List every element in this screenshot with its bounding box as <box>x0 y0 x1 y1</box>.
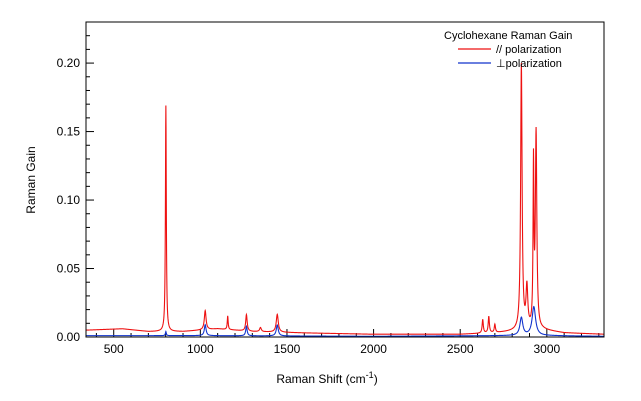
series-parallel-polarization <box>85 63 604 335</box>
x-tick-label: 1500 <box>274 342 301 356</box>
legend: Cyclohexane Raman Gain // polarization ⊥… <box>444 30 572 70</box>
x-tick-label: 500 <box>104 342 124 356</box>
x-tick-label: 1000 <box>187 342 214 356</box>
y-tick-label: 0.10 <box>57 193 81 207</box>
plot-frame <box>85 21 605 338</box>
y-tick-label: 0.20 <box>57 56 81 70</box>
series-layer <box>85 63 604 337</box>
x-axis-title-tail: ) <box>374 372 378 386</box>
y-tick-label: 0.05 <box>57 262 81 276</box>
legend-label-parallel: // polarization <box>496 44 561 56</box>
x-axis-title-superscript: -1 <box>366 370 374 380</box>
y-axis-title: Raman Gain <box>24 146 38 213</box>
x-tick-label: 2500 <box>447 342 474 356</box>
x-axis-title: Raman Shift (cm-1) <box>276 370 377 386</box>
series-perpendicular-polarization <box>86 305 604 337</box>
legend-label-perpendicular: ⊥polarization <box>496 58 562 70</box>
x-axis-title-main: Raman Shift (cm <box>276 372 365 386</box>
x-tick-label: 2000 <box>360 342 387 356</box>
plot-background <box>86 22 604 337</box>
x-tick-label: 3000 <box>533 342 560 356</box>
legend-title: Cyclohexane Raman Gain <box>444 30 572 42</box>
y-tick-label: 0.00 <box>57 330 81 344</box>
y-tick-label: 0.15 <box>57 125 81 139</box>
